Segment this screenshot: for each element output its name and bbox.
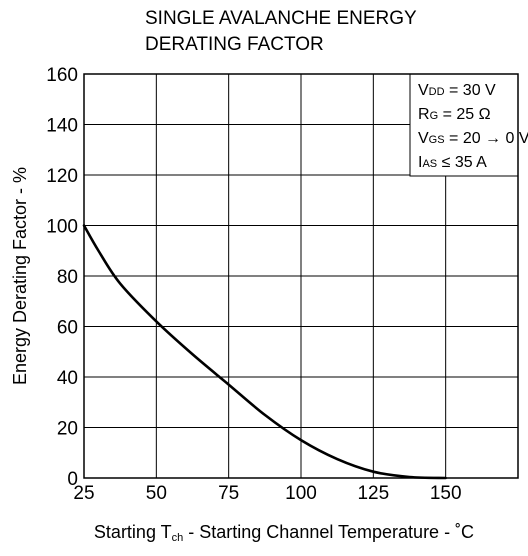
y-tick-label: 80 [57, 267, 78, 288]
series-line-0 [82, 224, 447, 480]
x-tick-label: 50 [146, 483, 167, 504]
grid [84, 74, 518, 478]
x-tick-label: 25 [73, 483, 94, 504]
condition-box-frame [409, 73, 519, 177]
condition-line: VGS = 20 → 0 V [418, 130, 528, 147]
x-axis-label-suffix: - Starting Channel Temperature - ˚C [183, 522, 474, 542]
chart-title: SINGLE AVALANCHE ENERGY DERATING FACTOR [145, 8, 417, 55]
y-tick-label: 160 [46, 65, 78, 86]
x-axis-label: Starting Tch - Starting Channel Temperat… [94, 522, 474, 544]
condition-symbol: V [418, 130, 429, 147]
condition-value: ≤ 35 A [437, 154, 487, 171]
condition-symbol: I [418, 154, 422, 171]
tick-labels: 0 20 40 60 80 100 120 140 160 25 50 75 100 125 150 [46, 65, 461, 504]
condition-line: RG = 25 Ω [418, 106, 491, 123]
condition-value: = 25 Ω [438, 106, 490, 123]
condition-line: VDD = 30 V [418, 82, 496, 99]
condition-line: IAS ≤ 35 A [418, 154, 487, 171]
chart-title-line-2: DERATING FACTOR [145, 34, 324, 55]
condition-value: = 20 → 0 V [445, 130, 528, 147]
plot-frame [83, 73, 519, 479]
y-tick-label: 140 [46, 116, 78, 137]
y-tick-label: 60 [57, 318, 78, 339]
series-layer [82, 224, 447, 480]
y-axis-label: Energy Derating Factor - % [10, 167, 30, 385]
x-tick-label: 150 [430, 483, 462, 504]
y-tick-label: 40 [57, 368, 78, 389]
x-axis-label-sub: ch [172, 532, 184, 544]
y-tick-label: 0 [67, 469, 78, 490]
condition-subscript: G [430, 110, 439, 122]
x-tick-label: 100 [285, 483, 317, 504]
chart-title-line-1: SINGLE AVALANCHE ENERGY [145, 8, 417, 29]
y-tick-label: 100 [46, 217, 78, 238]
condition-subscript: AS [422, 158, 437, 170]
x-tick-label: 75 [218, 483, 239, 504]
condition-symbol: R [418, 106, 430, 123]
condition-value: = 30 V [445, 82, 496, 99]
condition-symbol: V [418, 82, 429, 99]
x-tick-label: 125 [357, 483, 389, 504]
y-tick-label: 120 [46, 166, 78, 187]
condition-subscript: GS [429, 134, 445, 146]
condition-subscript: DD [429, 86, 445, 98]
y-tick-label: 20 [57, 419, 78, 440]
x-axis-label-prefix: Starting T [94, 522, 172, 542]
